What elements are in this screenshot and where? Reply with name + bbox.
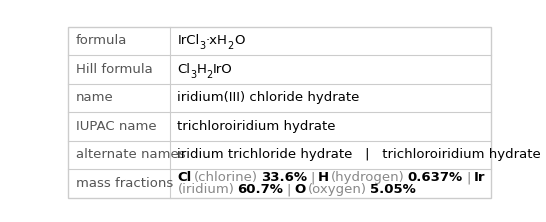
- Text: name: name: [76, 91, 114, 104]
- Text: 2: 2: [206, 69, 213, 79]
- Text: |: |: [287, 183, 291, 196]
- Text: (iridium): (iridium): [177, 183, 234, 196]
- Text: mass fractions: mass fractions: [76, 177, 173, 190]
- Text: H: H: [318, 171, 329, 184]
- Text: |: |: [310, 171, 314, 184]
- Text: 2: 2: [228, 41, 234, 51]
- Text: 3: 3: [200, 41, 206, 51]
- Text: |: |: [466, 171, 471, 184]
- Text: O: O: [234, 34, 245, 47]
- Text: ·xH: ·xH: [206, 34, 228, 47]
- Text: (chlorine): (chlorine): [194, 171, 258, 184]
- Text: Cl: Cl: [177, 63, 191, 76]
- Text: Cl: Cl: [177, 171, 192, 184]
- Text: IUPAC name: IUPAC name: [76, 120, 157, 133]
- Text: iridium trichloride hydrate   |   trichloroiridium hydrate: iridium trichloride hydrate | trichloroi…: [177, 148, 541, 161]
- Text: 33.6%: 33.6%: [261, 171, 307, 184]
- Text: formula: formula: [76, 34, 127, 47]
- Text: trichloroiridium hydrate: trichloroiridium hydrate: [177, 120, 336, 133]
- Text: alternate names: alternate names: [76, 148, 186, 161]
- Text: 60.7%: 60.7%: [238, 183, 283, 196]
- Text: 3: 3: [191, 69, 197, 79]
- Text: (oxygen): (oxygen): [307, 183, 367, 196]
- Text: IrCl: IrCl: [177, 34, 200, 47]
- Text: iridium(III) chloride hydrate: iridium(III) chloride hydrate: [177, 91, 360, 104]
- Text: H: H: [197, 63, 206, 76]
- Text: IrO: IrO: [213, 63, 233, 76]
- Text: 0.637%: 0.637%: [408, 171, 463, 184]
- Text: Hill formula: Hill formula: [76, 63, 153, 76]
- Text: O: O: [294, 183, 306, 196]
- Text: (hydrogen): (hydrogen): [331, 171, 405, 184]
- Text: Ir: Ir: [474, 171, 485, 184]
- Text: 5.05%: 5.05%: [370, 183, 416, 196]
